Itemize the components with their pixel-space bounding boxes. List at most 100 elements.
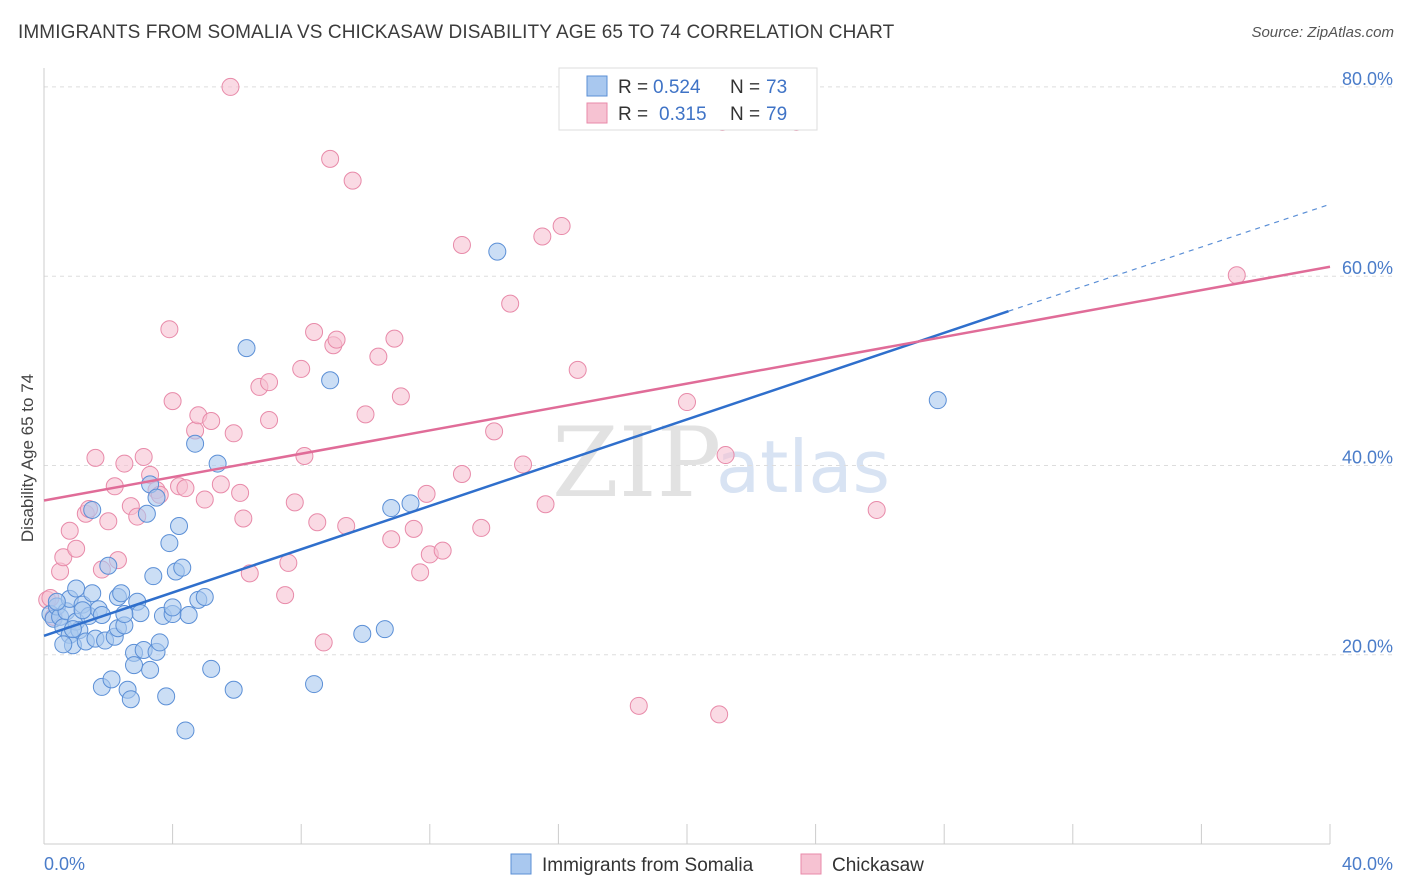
chickasaw-point <box>308 513 327 532</box>
tick-labels: 20.0% 40.0% 60.0% 80.0% 0.0% 40.0% <box>44 69 1393 874</box>
somalia-point <box>67 579 86 598</box>
chickasaw-point <box>417 484 436 503</box>
trend-lines <box>43 203 1331 637</box>
chickasaw-point <box>115 454 134 473</box>
chickasaw-point <box>472 518 491 537</box>
legend-r-label: R = <box>618 77 648 98</box>
chickasaw-point <box>678 393 696 412</box>
somalia-point <box>141 660 160 679</box>
somalia-point <box>54 635 73 654</box>
legend-n-value: 73 <box>766 77 787 98</box>
somalia-point <box>99 556 118 575</box>
chickasaw-point <box>160 320 179 339</box>
chickasaw-point <box>343 171 362 190</box>
chart-title: IMMIGRANTS FROM SOMALIA VS CHICKASAW DIS… <box>18 22 895 43</box>
bottom-legend-label-chickasaw: Chickasaw <box>832 855 924 876</box>
chickasaw-point <box>295 447 314 465</box>
somalia-point <box>92 605 111 624</box>
chickasaw-point <box>629 696 648 715</box>
chickasaw-point <box>163 392 182 411</box>
somalia-point <box>83 500 102 519</box>
chickasaw-point <box>60 521 79 540</box>
chickasaw-point <box>285 493 304 512</box>
chickasaw-point <box>710 705 729 724</box>
chickasaw-point <box>202 411 221 430</box>
chickasaw-point <box>99 512 118 531</box>
chickasaw-point <box>195 490 214 509</box>
somalia-points <box>41 242 947 740</box>
chickasaw-point <box>260 411 279 430</box>
somalia-point <box>305 675 324 694</box>
somalia-point <box>131 604 150 623</box>
somalia-point <box>321 371 340 390</box>
legend-swatch-chickasaw <box>586 102 608 124</box>
somalia-point <box>237 339 256 358</box>
chickasaw-point <box>385 329 404 348</box>
source-label: Source: ZipAtlas.com <box>1251 24 1394 41</box>
somalia-point <box>112 584 131 603</box>
chickasaw-point <box>501 294 520 313</box>
chickasaw-point <box>452 464 471 483</box>
bottom-legend: Immigrants from Somalia Chickasaw <box>510 853 924 876</box>
somalia-point <box>163 598 182 617</box>
chickasaw-point <box>533 227 552 246</box>
chickasaw-point <box>279 553 298 572</box>
x-tick-label: 40.0% <box>1342 854 1393 874</box>
somalia-point <box>186 434 205 453</box>
chickasaw-point <box>314 633 333 652</box>
legend-n-label: N = <box>730 77 760 98</box>
somalia-point <box>73 601 92 620</box>
chickasaw-point <box>433 541 452 560</box>
chickasaw-point <box>54 548 73 567</box>
somalia-point <box>375 620 394 639</box>
chickasaw-point <box>552 217 571 236</box>
x-tick-label: 0.0% <box>44 854 85 874</box>
chickasaw-point <box>514 455 533 474</box>
chickasaw-point <box>211 475 230 494</box>
chickasaw-point <box>404 519 423 538</box>
chickasaw-point <box>86 448 105 467</box>
watermark-zip: ZIP <box>552 407 721 519</box>
chickasaw-point <box>134 447 153 466</box>
legend-r-value: 0.315 <box>659 104 707 125</box>
somalia-point <box>176 721 195 740</box>
legend-n-value: 79 <box>766 104 787 125</box>
chickasaw-point <box>356 405 375 424</box>
bottom-legend-swatch-chickasaw <box>800 853 822 875</box>
somalia-point <box>353 624 372 643</box>
somalia-point <box>157 687 176 706</box>
chickasaw-point <box>224 424 243 443</box>
bottom-legend-swatch-somalia <box>510 853 532 875</box>
legend-r-value: 0.524 <box>653 77 701 98</box>
chickasaw-point <box>716 446 735 465</box>
somalia-point <box>224 680 243 699</box>
legend: R = 0.524 N = 73 R = 0.315 N = 79 <box>558 67 818 131</box>
grid-lines <box>44 86 1392 656</box>
somalia-trend-line <box>43 310 1009 637</box>
somalia-point <box>170 517 189 536</box>
y-tick-label: 60.0% <box>1342 258 1393 278</box>
somalia-point <box>195 588 214 607</box>
legend-swatch-somalia <box>586 75 608 97</box>
somalia-point <box>125 656 144 675</box>
chickasaw-point <box>369 347 388 366</box>
watermark: ZIP atlas <box>552 407 890 519</box>
somalia-point <box>47 592 66 611</box>
chickasaw-point <box>234 509 253 528</box>
somalia-point <box>137 504 156 523</box>
somalia-point <box>160 534 179 553</box>
chickasaw-point <box>292 359 311 378</box>
somalia-point <box>488 242 507 261</box>
chickasaw-point <box>382 530 401 549</box>
bottom-legend-label-somalia: Immigrants from Somalia <box>542 855 754 876</box>
chickasaw-point <box>231 483 250 502</box>
legend-n-label: N = <box>730 104 760 125</box>
watermark-atlas: atlas <box>716 425 890 509</box>
chickasaw-trend-line <box>43 265 1331 502</box>
chickasaw-point <box>536 495 555 514</box>
chickasaw-point <box>321 149 340 168</box>
somalia-point <box>150 633 169 652</box>
somalia-trend-extension <box>1008 203 1331 312</box>
legend-r-label: R = <box>618 104 648 125</box>
